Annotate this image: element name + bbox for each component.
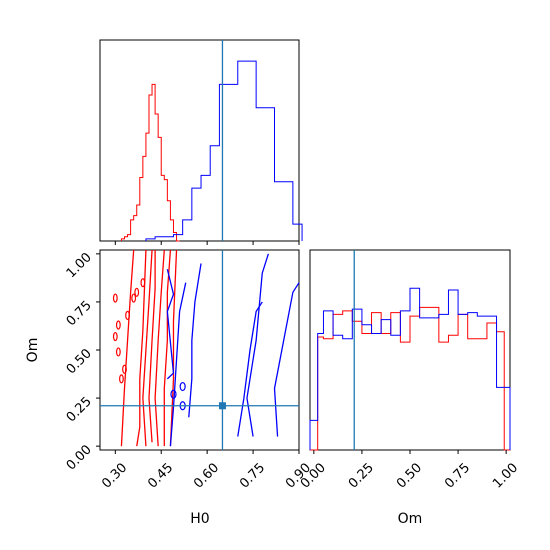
tick-label-om: 0.00 — [64, 442, 95, 473]
tick-label-h0: 0.75 — [237, 460, 268, 491]
hist-h0-series_a — [120, 83, 180, 242]
ticks-y-om: 0.00 0.25 0.50 0.75 1.00 — [64, 250, 100, 473]
tick-label-h0: 0.45 — [145, 460, 176, 491]
contour-blob-series-a-1 — [115, 320, 121, 330]
hist-om-series_a — [310, 306, 510, 451]
hist-h0-series — [114, 60, 303, 245]
contour-blob-series-a-9 — [115, 347, 121, 357]
panel-hist-h0-frame — [99, 39, 300, 242]
panel-hist-h0 — [99, 39, 303, 245]
contour-blob-series-a-7 — [134, 287, 140, 297]
tick-label-om: 0.50 — [64, 346, 95, 377]
x-axis-label-h0: H0 — [190, 511, 209, 527]
hist-h0-series_b — [145, 60, 303, 241]
truth-marker — [218, 402, 226, 410]
contour-series-a-0 — [120, 249, 135, 447]
hist-om-series_b — [309, 287, 511, 450]
panel-2d-frame — [99, 249, 300, 451]
tick-label-h0: 0.60 — [191, 460, 222, 491]
y-axis-label-om: Om — [25, 338, 41, 363]
tick-label-om: 1.00 — [64, 250, 95, 281]
contour-series-a-1 — [142, 249, 153, 447]
ticks-x-om: 0.00 0.25 0.50 0.75 1.00 — [298, 450, 521, 492]
contour-blob-series-a-6 — [125, 310, 130, 320]
tick-label-om-x: 1.00 — [490, 460, 521, 491]
contour-series-a-2 — [136, 249, 147, 447]
contour-series-a-6 — [169, 249, 178, 447]
hist-om-series — [309, 287, 511, 451]
tick-label-om: 0.75 — [64, 298, 95, 329]
contour-series-b-5 — [237, 301, 263, 437]
tick-label-om: 0.25 — [64, 394, 95, 425]
panel-hist-om-frame — [309, 249, 511, 451]
panel-2d-h0-om: 0.30 0.45 0.60 0.75 0.90 0.000.250.500.751.0… — [25, 249, 314, 527]
contour-blob-series-b-0 — [179, 381, 186, 392]
x-axis-label-om: Om — [398, 511, 423, 527]
contour-blob-series-a-4 — [122, 364, 127, 374]
tick-label-om-x: 0.25 — [346, 460, 377, 491]
contour-series-b-0 — [169, 282, 187, 447]
tick-label-om-x: 0.50 — [394, 460, 425, 491]
contour-series-a-4 — [163, 249, 172, 447]
contour-series-a-3 — [154, 249, 165, 447]
ticks-x-h0: 0.30 0.45 0.60 0.75 0.90 — [99, 450, 314, 492]
contour-series-b-4 — [273, 282, 300, 437]
contour-series-b-1 — [188, 263, 202, 418]
contours-2d — [112, 249, 300, 447]
contour-blob-series-b-1 — [170, 389, 177, 399]
contour-blob-series-a-8 — [140, 278, 146, 288]
contour-blob-series-a-2 — [112, 331, 118, 342]
contour-series-b-2 — [166, 269, 175, 380]
tick-label-om-x: 0.75 — [442, 460, 473, 491]
panel-hist-om: 0.00 0.25 0.50 0.75 1.00 Om — [298, 249, 521, 527]
contour-blob-series-a-5 — [131, 293, 137, 303]
contour-blob-series-a-3 — [119, 374, 124, 384]
contour-blob-series-a-0 — [112, 293, 118, 303]
contour-series-a-5 — [148, 250, 156, 443]
contour-series-b-3 — [246, 253, 270, 437]
tick-label-h0: 0.30 — [99, 460, 130, 491]
